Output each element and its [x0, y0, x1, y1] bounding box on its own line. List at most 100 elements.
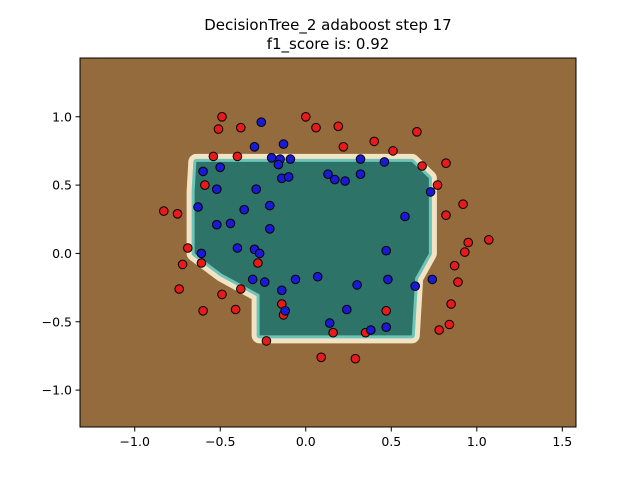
red-point-31 [458, 199, 468, 209]
red-point-16 [253, 258, 263, 268]
red-point-0 [217, 112, 227, 122]
red-point-24 [369, 136, 380, 147]
red-point-26 [412, 127, 422, 137]
blue-point-28 [312, 271, 323, 282]
red-point-6 [159, 206, 169, 216]
red-point-43 [316, 352, 327, 363]
blue-point-2 [249, 142, 260, 152]
blue-point-16 [265, 200, 275, 211]
red-point-32 [463, 237, 474, 248]
red-point-4 [232, 151, 243, 162]
red-point-23 [338, 142, 349, 152]
red-point-29 [432, 180, 443, 190]
blue-point-43 [324, 318, 335, 328]
plot-area [80, 58, 576, 427]
blue-point-27 [290, 274, 301, 285]
x-tick-label: 0.5 [381, 434, 401, 449]
blue-point-11 [215, 162, 225, 173]
blue-point-26 [280, 306, 291, 316]
y-tick-label: −1.0 [42, 383, 72, 398]
x-tick-label: 0.0 [296, 434, 316, 449]
red-point-9 [177, 259, 188, 270]
blue-point-32 [355, 154, 366, 164]
blue-point-44 [366, 325, 376, 335]
red-point-17 [261, 336, 272, 346]
red-point-11 [174, 284, 184, 294]
blue-point-31 [340, 176, 350, 186]
chart-subtitle: f1_score is: 0.92 [267, 35, 390, 54]
red-point-7 [172, 209, 183, 219]
red-point-10 [196, 258, 207, 268]
x-tick-label: 1.0 [467, 434, 487, 449]
red-point-13 [236, 284, 246, 294]
blue-point-29 [323, 169, 333, 179]
points-layer [159, 112, 494, 364]
red-point-3 [208, 151, 219, 162]
red-point-37 [446, 299, 456, 309]
blue-point-35 [400, 211, 410, 222]
red-point-21 [311, 122, 321, 133]
red-point-34 [484, 235, 494, 245]
blue-point-30 [330, 174, 340, 185]
y-tick-label: −0.5 [42, 314, 72, 329]
x-tick-label: −0.5 [205, 434, 235, 449]
blue-point-9 [251, 184, 262, 194]
x-tick-label: 1.5 [552, 434, 572, 449]
blue-point-39 [410, 281, 421, 292]
blue-point-18 [212, 219, 222, 230]
blue-point-24 [259, 277, 270, 287]
blue-point-0 [256, 117, 267, 127]
red-point-20 [301, 112, 311, 122]
x-tick-label: −1.0 [120, 434, 150, 449]
red-point-8 [183, 243, 193, 253]
red-point-27 [417, 161, 427, 171]
blue-point-42 [342, 304, 352, 315]
red-point-14 [230, 304, 241, 315]
blue-point-15 [225, 218, 236, 229]
blue-point-13 [193, 202, 203, 212]
red-point-5 [200, 180, 210, 190]
blue-point-25 [277, 285, 287, 296]
blue-point-38 [383, 274, 393, 285]
blue-point-6 [273, 159, 284, 170]
red-point-22 [333, 121, 344, 132]
y-tick-label: 1.0 [52, 109, 72, 124]
decision-region-inner [194, 161, 429, 336]
y-tick-label: 0.5 [52, 178, 72, 193]
blue-point-8 [283, 172, 294, 182]
chart-title: DecisionTree_2 adaboost step 17 [204, 16, 451, 35]
blue-point-34 [355, 169, 366, 179]
red-point-15 [198, 306, 208, 316]
red-point-25 [388, 146, 398, 156]
red-point-30 [441, 210, 451, 220]
blue-point-1 [278, 139, 289, 149]
blue-point-36 [425, 187, 436, 197]
blue-point-19 [196, 248, 207, 259]
red-point-12 [217, 289, 227, 300]
red-point-28 [441, 158, 451, 168]
red-point-42 [328, 327, 338, 338]
blue-point-14 [239, 204, 249, 215]
red-point-39 [444, 319, 455, 330]
red-point-40 [381, 306, 392, 316]
red-point-33 [460, 247, 470, 257]
y-tick-label: 0.0 [52, 246, 72, 261]
blue-point-10 [198, 166, 208, 177]
blue-point-17 [265, 224, 275, 234]
red-point-36 [453, 277, 463, 287]
red-point-35 [449, 260, 460, 271]
x-axis: −1.0 −0.5 0.0 0.5 1.0 1.5 [120, 427, 572, 449]
blue-point-23 [247, 274, 258, 285]
blue-point-20 [232, 243, 243, 253]
blue-point-37 [381, 245, 392, 256]
blue-point-5 [285, 154, 296, 164]
blue-point-12 [212, 184, 222, 194]
red-point-44 [350, 353, 361, 364]
blue-point-22 [254, 248, 265, 259]
blue-point-41 [352, 280, 362, 290]
blue-point-40 [427, 274, 438, 285]
blue-point-33 [379, 157, 390, 167]
blue-point-3 [266, 153, 277, 163]
axes-frame [79, 57, 577, 428]
